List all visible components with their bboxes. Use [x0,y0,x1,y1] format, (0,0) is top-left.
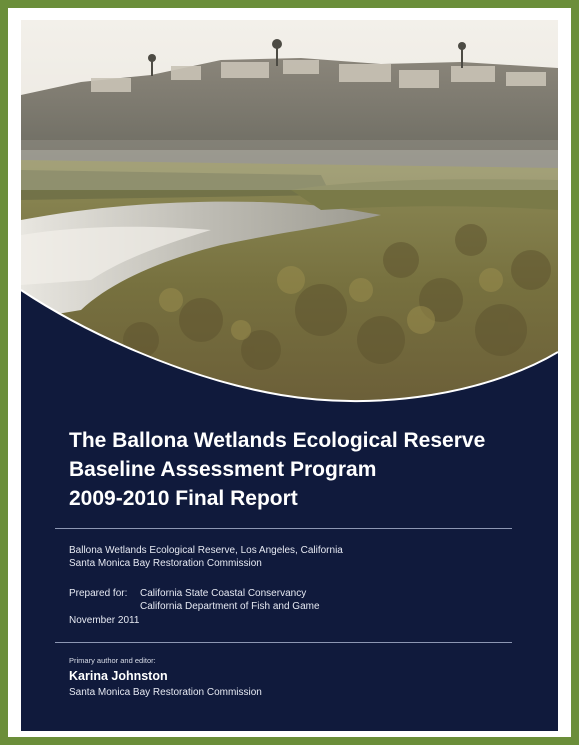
title-line-2: Baseline Assessment Program [69,458,377,481]
organization-line: Santa Monica Bay Restoration Commission [69,558,262,569]
title-line-1: The Ballona Wetlands Ecological Reserve [69,429,486,452]
author-label: Primary author and editor: [69,656,156,665]
location-line: Ballona Wetlands Ecological Reserve, Los… [69,545,343,556]
divider-bottom [55,642,512,643]
author-organization: Santa Monica Bay Restoration Commission [69,687,262,698]
wetlands-photo [21,20,558,403]
prepared-for-1: California State Coastal Conservancy [140,588,307,599]
author-name: Karina Johnston [69,669,168,683]
prepared-for-2: California Department of Fish and Game [140,601,320,612]
report-title: The Ballona Wetlands Ecological Reserve … [69,426,539,513]
report-date: November 2011 [69,615,140,626]
report-cover: The Ballona Wetlands Ecological Reserve … [21,20,558,731]
divider-top [55,528,512,529]
title-line-3: 2009-2010 Final Report [69,487,298,510]
prepared-for-label: Prepared for: [69,588,128,599]
